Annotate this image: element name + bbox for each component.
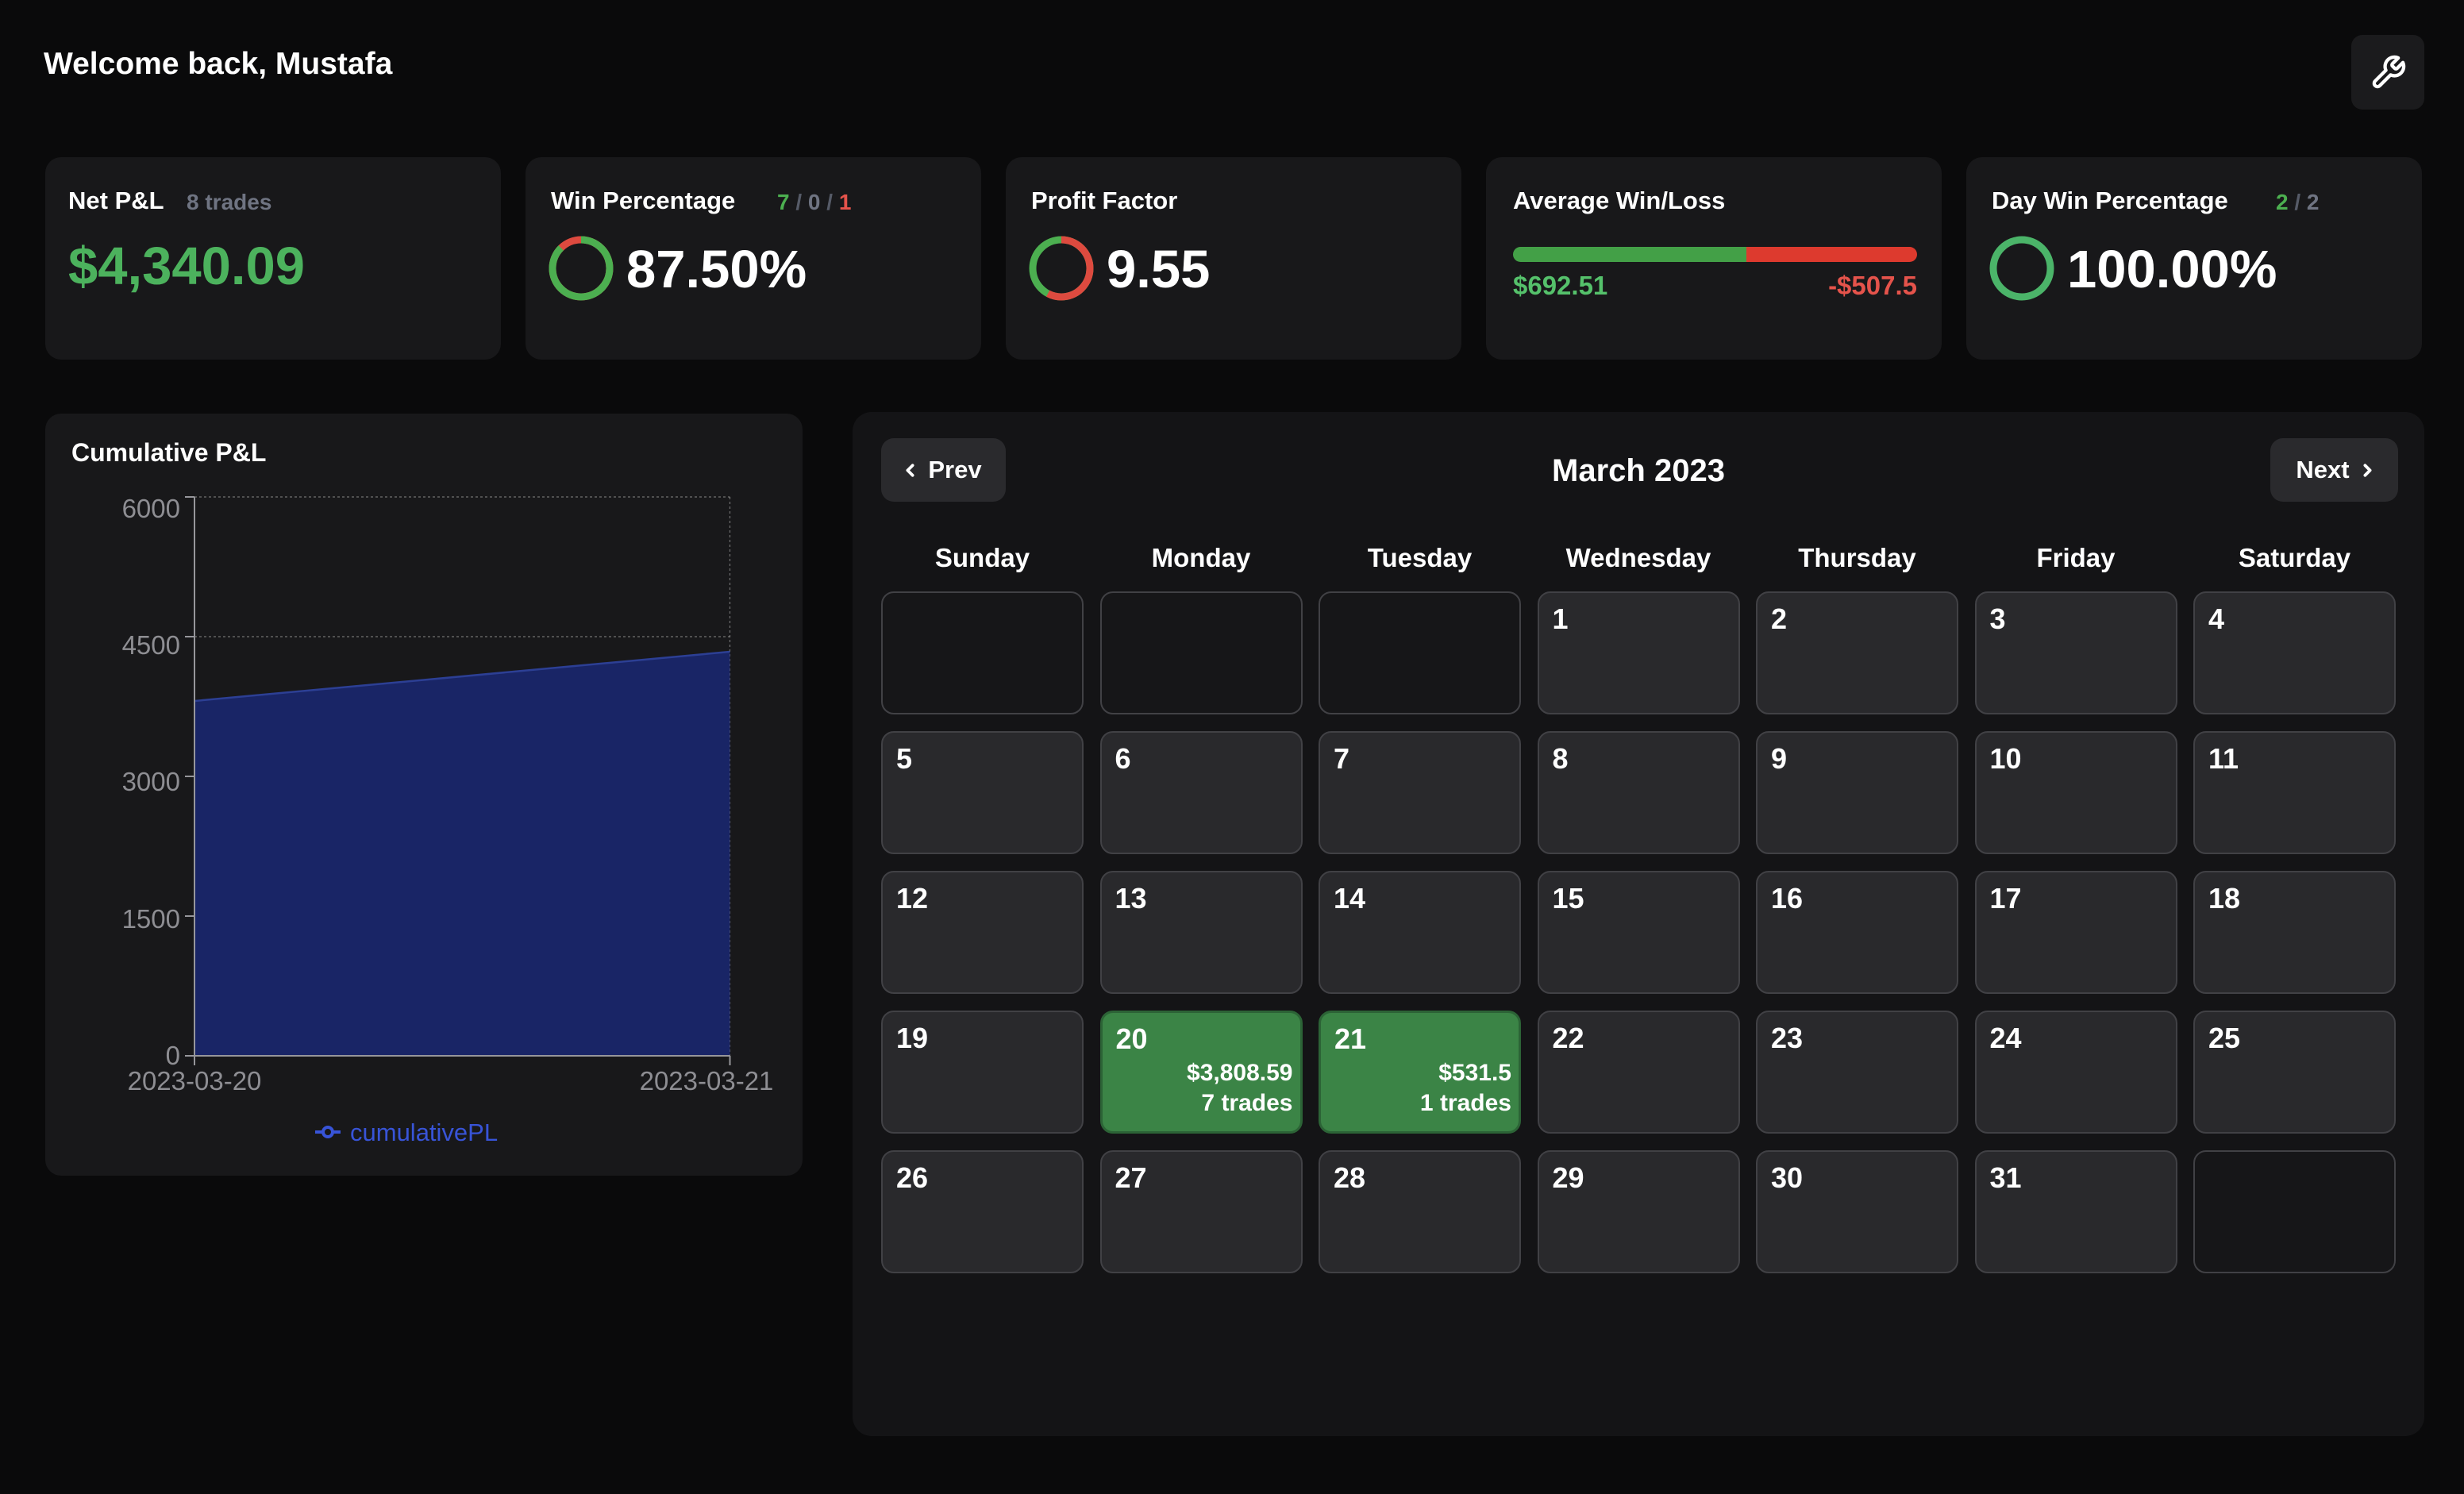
svg-text:0: 0 — [166, 1041, 180, 1070]
svg-text:cumulativePL: cumulativePL — [350, 1119, 498, 1146]
svg-text:2023-03-20: 2023-03-20 — [128, 1066, 262, 1095]
svg-text:2023-03-21: 2023-03-21 — [640, 1066, 774, 1095]
svg-text:4500: 4500 — [122, 630, 180, 660]
svg-text:3000: 3000 — [122, 767, 180, 796]
svg-text:1500: 1500 — [122, 904, 180, 934]
svg-text:6000: 6000 — [122, 494, 180, 523]
